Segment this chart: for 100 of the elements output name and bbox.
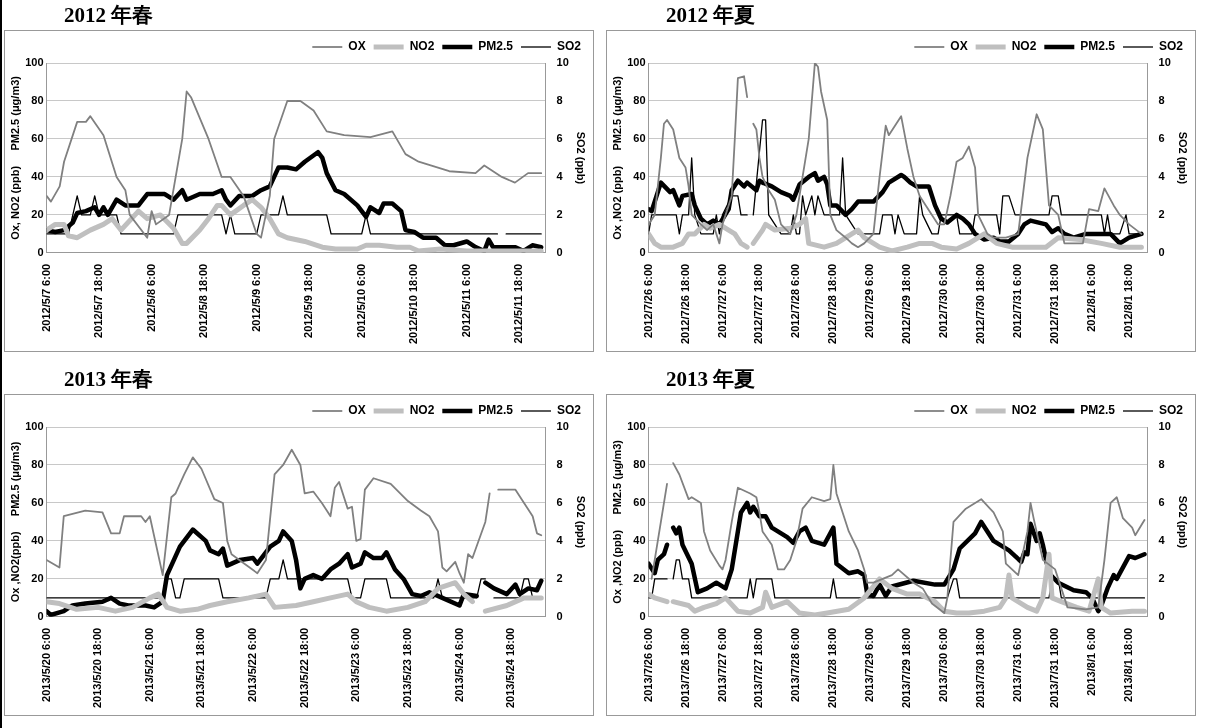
y2-tick-label: 4 (556, 169, 564, 182)
legend-label: OX (348, 39, 366, 54)
x-tick-label: 2013/5/22 6:00 (246, 627, 259, 702)
y2-axis-title: SO2 (ppb) (575, 495, 588, 549)
y2-tick-label: 10 (1158, 56, 1171, 69)
y2-axis-title: SO2 (ppb) (575, 131, 588, 185)
legend-label: SO2 (1158, 403, 1184, 418)
y-tick-label: 20 (633, 207, 646, 220)
x-tick-label: 2012/8/1 18:00 (1122, 263, 1135, 338)
y-tick-label: 80 (31, 94, 44, 107)
x-tick-label: 2013/7/26 6:00 (641, 627, 654, 702)
y2-tick-label: 10 (556, 56, 569, 69)
y2-tick-label: 8 (556, 458, 563, 471)
x-tick-label: 2013/7/27 18:00 (752, 627, 765, 709)
y2-tick-label: 6 (556, 131, 563, 144)
x-tick-label: 2012/8/1 6:00 (1085, 263, 1098, 332)
y-tick-label: 60 (31, 495, 44, 508)
x-tick-label: 2012/5/11 6:00 (459, 263, 472, 338)
y2-tick-label: 2 (556, 207, 563, 220)
x-tick-label: 2013/7/29 6:00 (863, 627, 876, 702)
x-tick-label: 2012/5/7 18:00 (92, 263, 105, 338)
y2-tick-label: 8 (1158, 94, 1165, 107)
x-tick-label: 2013/5/23 6:00 (349, 627, 362, 702)
legend-label: OX (950, 39, 968, 54)
legend-label: PM2.5 (478, 39, 514, 54)
y-tick-label: 100 (627, 56, 646, 69)
x-tick-label: 2013/8/1 6:00 (1085, 627, 1098, 696)
x-tick-label: 2012/7/30 6:00 (937, 263, 950, 338)
y-tick-label: 60 (31, 131, 44, 144)
legend-label: NO2 (1011, 403, 1037, 418)
x-tick-label: 2012/7/29 6:00 (863, 263, 876, 338)
legend-label: OX (348, 403, 366, 418)
y-tick-label: 40 (31, 169, 44, 182)
y-tick-label: 0 (37, 609, 44, 622)
x-tick-label: 2012/5/11 18:00 (512, 263, 525, 344)
x-tick-label: 2013/7/31 18:00 (1048, 627, 1061, 709)
y-tick-label: 20 (31, 207, 44, 220)
y-tick-label: 80 (633, 458, 646, 471)
x-tick-label: 2012/7/29 18:00 (900, 263, 913, 345)
y-tick-label: 100 (25, 56, 44, 69)
y2-tick-label: 2 (1158, 571, 1165, 584)
y2-tick-label: 8 (556, 94, 563, 107)
chart-title: 2012 年春 (63, 2, 155, 29)
x-tick-label: 2013/7/28 18:00 (826, 627, 839, 709)
legend-label: NO2 (409, 39, 435, 54)
x-tick-label: 2012/7/26 6:00 (641, 263, 654, 338)
x-tick-label: 2012/5/10 6:00 (354, 263, 367, 338)
x-tick-label: 2012/7/30 18:00 (974, 263, 987, 345)
y-axis-title: Ox ,NO2(ppb) PM2.5 (μg/m3) (8, 441, 21, 603)
x-tick-label: 2013/7/29 18:00 (900, 627, 913, 709)
y2-tick-label: 2 (556, 571, 563, 584)
x-tick-label: 2012/5/8 18:00 (197, 263, 210, 338)
y-tick-label: 60 (633, 131, 646, 144)
legend-label: SO2 (556, 39, 582, 54)
y-tick-label: 0 (37, 245, 44, 258)
x-tick-label: 2013/5/20 6:00 (39, 627, 52, 702)
chart-title: 2012 年夏 (665, 2, 757, 29)
y-axis-title: Ox, NO2 (ppb) PM2.5 (μg/m3) (8, 75, 21, 240)
legend-label: OX (950, 403, 968, 418)
x-tick-label: 2013/7/31 6:00 (1011, 627, 1024, 702)
y2-tick-label: 0 (1158, 245, 1165, 258)
y-axis-title: Ox ,NO2 (ppb) PM2.5 (μg/m3) (610, 75, 623, 240)
y2-axis-title: SO2 (ppb) (1177, 495, 1190, 549)
y2-tick-label: 4 (556, 533, 564, 546)
y2-tick-label: 0 (556, 245, 563, 258)
y-tick-label: 100 (25, 420, 44, 433)
y-tick-label: 100 (627, 420, 646, 433)
x-tick-label: 2013/5/24 18:00 (504, 627, 517, 709)
y2-tick-label: 8 (1158, 458, 1165, 471)
x-tick-label: 2013/5/21 6:00 (142, 627, 155, 702)
x-tick-label: 2012/7/27 18:00 (752, 263, 765, 345)
y2-tick-label: 6 (556, 495, 563, 508)
y-tick-label: 80 (633, 94, 646, 107)
y-tick-label: 80 (31, 458, 44, 471)
y2-tick-label: 0 (556, 609, 563, 622)
y-tick-label: 60 (633, 495, 646, 508)
y-tick-label: 40 (633, 169, 646, 182)
x-tick-label: 2012/5/9 18:00 (302, 263, 315, 338)
legend-label: PM2.5 (1080, 403, 1116, 418)
y-tick-label: 20 (31, 571, 44, 584)
chart-title: 2013 年夏 (665, 366, 757, 393)
y-axis-title: Ox ,NO2 (ppb) PM2.5 (μg/m3) (610, 439, 623, 604)
y2-tick-label: 6 (1158, 495, 1165, 508)
x-tick-label: 2012/5/10 18:00 (407, 263, 420, 345)
y2-tick-label: 2 (1158, 207, 1165, 220)
x-tick-label: 2013/5/24 6:00 (452, 627, 465, 702)
y-tick-label: 20 (633, 571, 646, 584)
y-tick-label: 0 (639, 609, 646, 622)
legend-label: PM2.5 (1080, 39, 1116, 54)
x-tick-label: 2013/5/21 18:00 (194, 627, 207, 709)
y2-tick-label: 10 (1158, 420, 1171, 433)
y2-tick-label: 6 (1158, 131, 1165, 144)
legend-label: SO2 (556, 403, 582, 418)
y2-tick-label: 4 (1158, 169, 1166, 182)
x-tick-label: 2013/7/30 6:00 (937, 627, 950, 702)
x-tick-label: 2012/5/9 6:00 (249, 263, 262, 332)
x-tick-label: 2013/7/28 6:00 (789, 627, 802, 702)
x-tick-label: 2013/5/20 18:00 (91, 627, 104, 709)
legend-label: PM2.5 (478, 403, 514, 418)
x-tick-label: 2012/5/7 6:00 (39, 263, 52, 332)
